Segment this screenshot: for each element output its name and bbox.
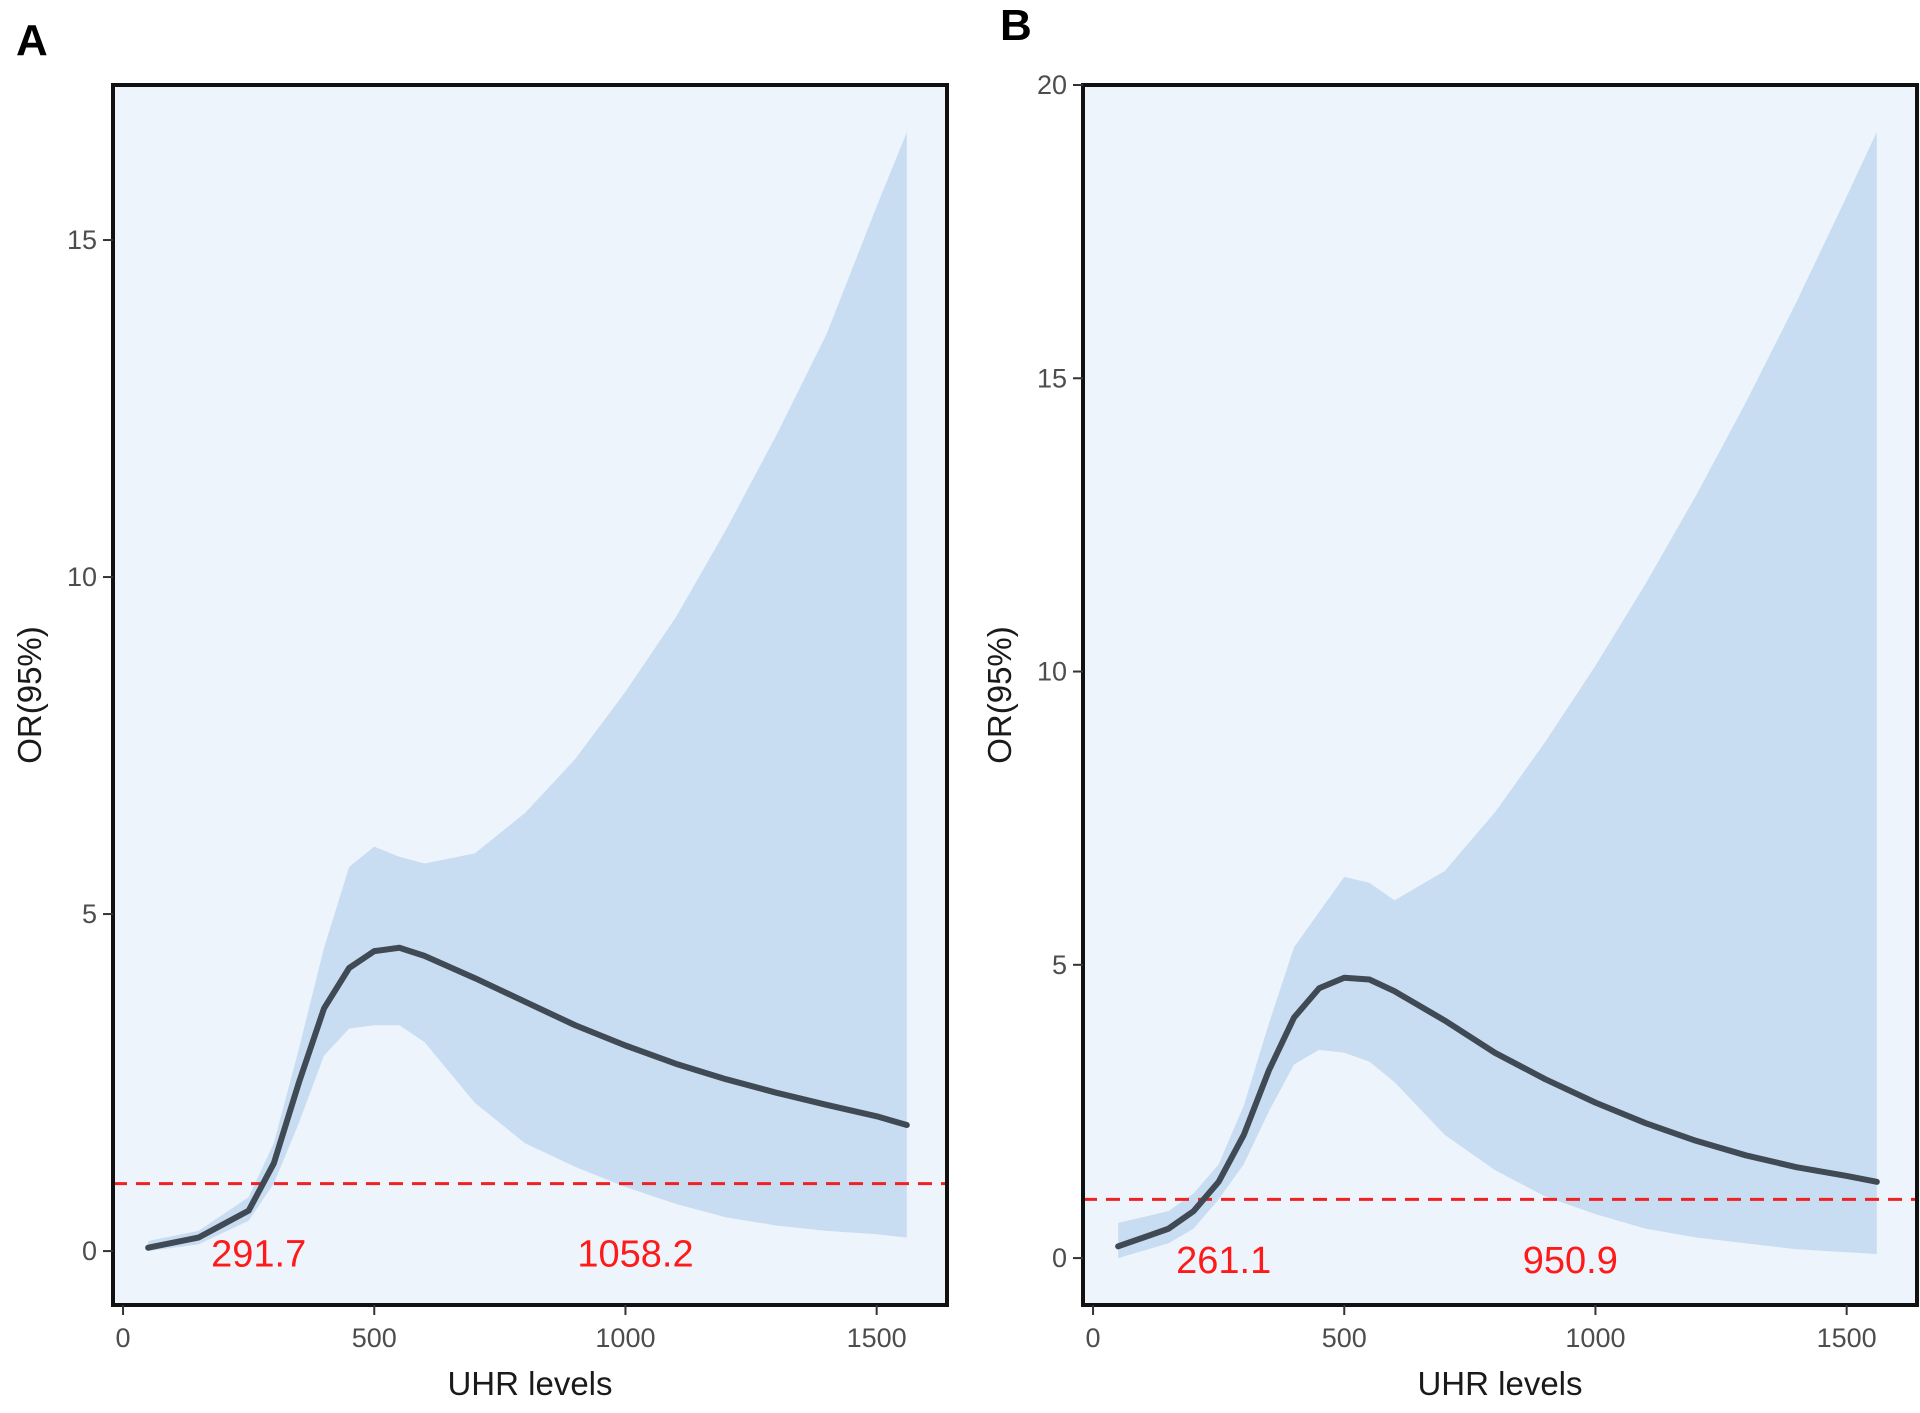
threshold-label: 950.9 xyxy=(1523,1240,1618,1282)
x-tick-label: 1000 xyxy=(595,1323,655,1353)
x-tick-label: 0 xyxy=(1086,1323,1101,1353)
x-tick-label: 0 xyxy=(116,1323,131,1353)
or-curve xyxy=(145,944,910,1251)
chart-panel-a: A 291.7 1058.2 0 5 10 15 0 500 1000 1500 UHR levels… xyxy=(11,16,949,1402)
x-tick-label: 1500 xyxy=(1817,1323,1877,1353)
threshold-label: 291.7 xyxy=(211,1233,306,1275)
x-axis-title: UHR levels xyxy=(447,1365,612,1402)
plot-frame xyxy=(111,83,949,1307)
panel-letter: A xyxy=(16,16,48,65)
or-curve xyxy=(1115,974,1880,1250)
chart-panel-b: B 261.1 950.9 0 5 10 15 20 0 500 1000 1500 UHR level… xyxy=(981,1,1919,1402)
x-axis-title: UHR levels xyxy=(1417,1365,1582,1402)
threshold-label: 261.1 xyxy=(1176,1240,1271,1282)
x-tick-label: 500 xyxy=(1322,1323,1367,1353)
x-tick-label: 500 xyxy=(352,1323,397,1353)
y-axis-title: OR(95%) xyxy=(981,626,1018,764)
y-tick-label: 10 xyxy=(1037,657,1067,687)
plot-frame xyxy=(1081,83,1919,1307)
y-tick-label: 20 xyxy=(1037,70,1067,100)
y-axis-title: OR(95%) xyxy=(11,626,48,764)
y-tick-label: 15 xyxy=(1037,363,1067,393)
panel-letter: B xyxy=(1000,1,1032,50)
y-tick-label: 15 xyxy=(67,225,97,255)
y-tick-label: 0 xyxy=(82,1236,97,1266)
x-tick-label: 1500 xyxy=(847,1323,907,1353)
confidence-band xyxy=(1118,131,1877,1259)
confidence-band xyxy=(148,132,907,1252)
x-tick-label: 1000 xyxy=(1565,1323,1625,1353)
y-tick-label: 5 xyxy=(1052,950,1067,980)
y-tick-label: 10 xyxy=(67,562,97,592)
y-tick-label: 0 xyxy=(1052,1243,1067,1273)
threshold-label: 1058.2 xyxy=(577,1233,693,1275)
y-tick-label: 5 xyxy=(82,899,97,929)
